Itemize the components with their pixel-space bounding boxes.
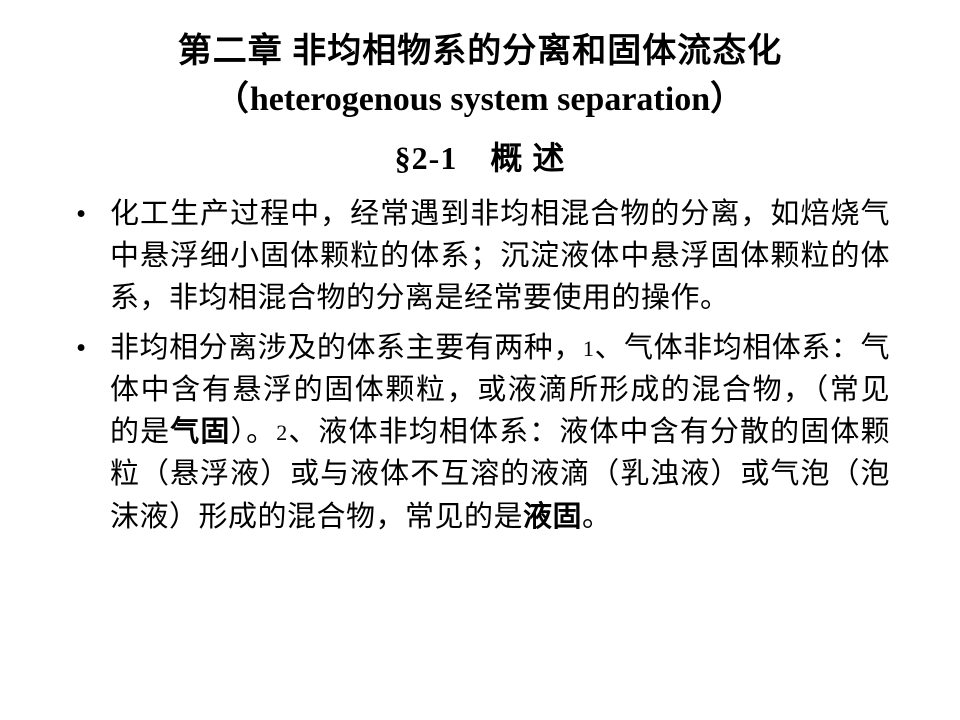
- title-english: heterogenous system separation: [250, 81, 710, 118]
- p2-c: ）。: [230, 416, 276, 448]
- slide: 第二章 非均相物系的分离和固体流态化 （heterogenous system …: [0, 0, 960, 720]
- body-list: 化工生产过程中，经常遇到非均相混合物的分离，如焙烧气中悬浮细小固体颗粒的体系；沉…: [70, 193, 890, 537]
- chapter-title: 第二章 非均相物系的分离和固体流态化 （heterogenous system …: [70, 28, 890, 123]
- title-open-paren: （: [215, 81, 250, 118]
- number-1: 1: [583, 336, 595, 361]
- list-item: 非均相分离涉及的体系主要有两种，1、气体非均相体系：气体中含有悬浮的固体颗粒，或…: [70, 327, 890, 537]
- bold-liquid-solid: 液固: [523, 501, 582, 533]
- number-2: 2: [276, 420, 288, 445]
- title-line-1: 第二章 非均相物系的分离和固体流态化: [178, 33, 783, 70]
- paragraph-1: 化工生产过程中，经常遇到非均相混合物的分离，如焙烧气中悬浮细小固体颗粒的体系；沉…: [110, 198, 890, 314]
- p2-e: 。: [582, 501, 612, 533]
- title-close-paren: ）: [710, 81, 745, 118]
- p2-a: 非均相分离涉及的体系主要有两种，: [110, 332, 583, 364]
- section-heading: §2-1 概 述: [70, 133, 890, 179]
- bold-gas-solid: 气固: [170, 416, 230, 448]
- list-item: 化工生产过程中，经常遇到非均相混合物的分离，如焙烧气中悬浮细小固体颗粒的体系；沉…: [70, 193, 890, 319]
